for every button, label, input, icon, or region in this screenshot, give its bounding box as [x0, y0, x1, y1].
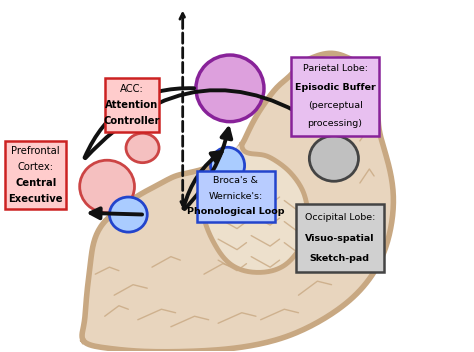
- Ellipse shape: [310, 136, 358, 181]
- FancyBboxPatch shape: [105, 78, 159, 132]
- FancyBboxPatch shape: [6, 141, 66, 209]
- Text: Phonological Loop: Phonological Loop: [187, 207, 284, 216]
- Ellipse shape: [196, 55, 264, 122]
- Ellipse shape: [109, 197, 147, 232]
- Text: Wernicke's:: Wernicke's:: [209, 191, 263, 201]
- Text: Central: Central: [15, 178, 56, 188]
- Text: Executive: Executive: [9, 194, 63, 204]
- Polygon shape: [82, 53, 393, 352]
- Text: Sketch-pad: Sketch-pad: [310, 254, 370, 263]
- Ellipse shape: [126, 133, 159, 163]
- Text: Parietal Lobe:: Parietal Lobe:: [302, 64, 367, 73]
- Text: Episodic Buffer: Episodic Buffer: [295, 83, 375, 92]
- Text: Prefrontal: Prefrontal: [11, 146, 60, 156]
- FancyBboxPatch shape: [197, 171, 275, 221]
- FancyBboxPatch shape: [296, 204, 383, 272]
- Polygon shape: [201, 144, 308, 272]
- Text: (perceptual: (perceptual: [308, 101, 363, 110]
- Text: Visuo-spatial: Visuo-spatial: [305, 234, 374, 243]
- Text: Cortex:: Cortex:: [18, 162, 54, 172]
- Text: Attention: Attention: [105, 100, 158, 110]
- Text: ACC:: ACC:: [120, 83, 144, 94]
- Text: Broca's &: Broca's &: [213, 176, 258, 185]
- Text: Controller: Controller: [104, 117, 160, 126]
- Text: Occipital Lobe:: Occipital Lobe:: [305, 213, 375, 222]
- Ellipse shape: [210, 147, 245, 184]
- Ellipse shape: [80, 160, 135, 213]
- Text: processing): processing): [308, 119, 363, 128]
- FancyBboxPatch shape: [292, 57, 379, 136]
